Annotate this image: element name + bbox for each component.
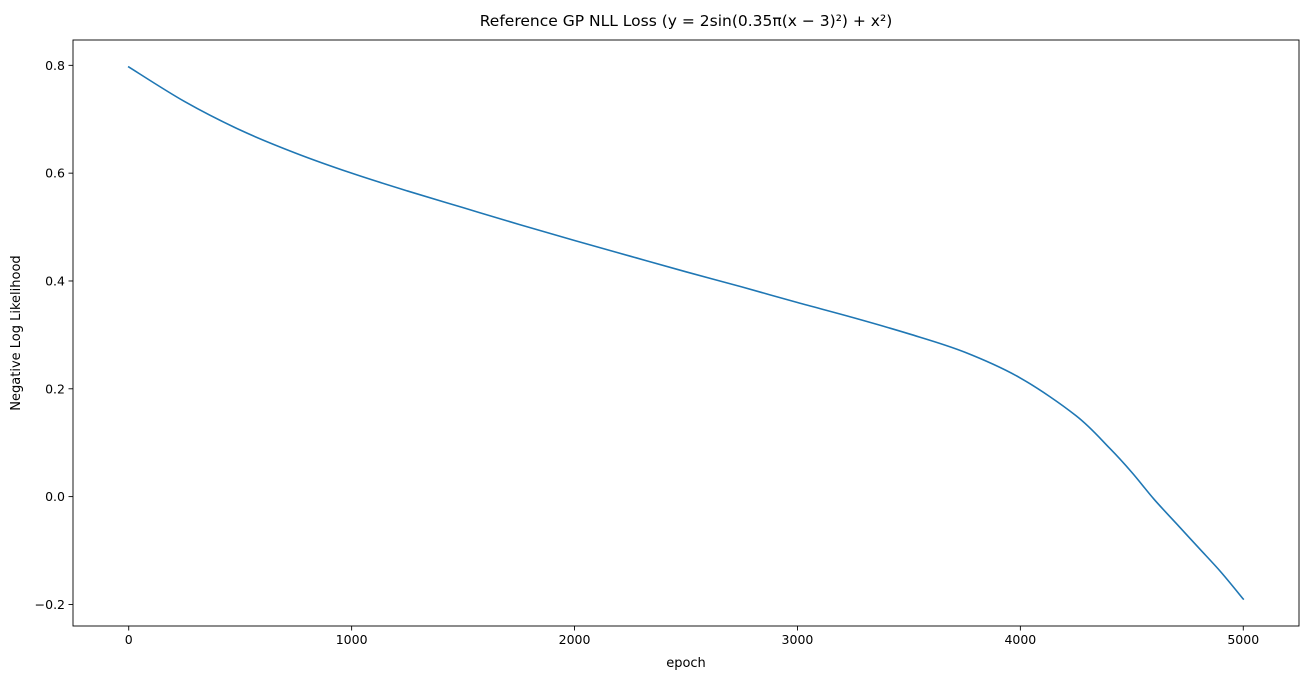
x-tick-label: 5000 (1227, 632, 1259, 647)
plot-frame (72, 39, 1300, 627)
y-tick-label: 0.8 (45, 58, 65, 73)
x-tick-label: 2000 (559, 632, 591, 647)
x-axis: 0 1000 2000 3000 4000 5000 (125, 626, 1259, 647)
series-line-nll (127, 65, 1245, 601)
y-axis: −0.2 0.0 0.2 0.4 0.6 0.8 (35, 58, 73, 612)
y-tick-label: −0.2 (35, 597, 65, 612)
x-tick-label: 0 (125, 632, 133, 647)
x-tick-label: 1000 (336, 632, 368, 647)
x-tick-label: 3000 (782, 632, 814, 647)
y-tick-label: 0.4 (45, 273, 65, 288)
x-tick-label: 4000 (1004, 632, 1036, 647)
y-tick-label: 0.0 (45, 489, 65, 504)
chart-title: Reference GP NLL Loss (y = 2sin(0.35π(x … (480, 12, 893, 30)
y-axis-label: Negative Log Likelihood (9, 255, 24, 410)
x-axis-label: epoch (666, 656, 706, 671)
plot-area (72, 39, 1300, 627)
y-tick-label: 0.2 (45, 381, 65, 396)
y-tick-label: 0.6 (45, 166, 65, 181)
